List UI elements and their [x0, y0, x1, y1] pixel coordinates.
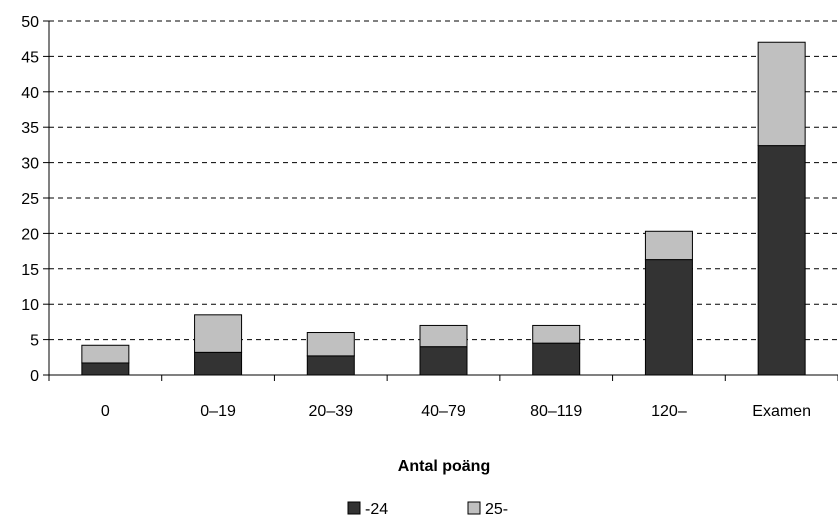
- y-tick-label: 0: [30, 368, 39, 385]
- bar-segment: [194, 314, 243, 353]
- bar-segment: [757, 145, 806, 376]
- legend-swatch: [467, 501, 481, 515]
- bars: [81, 41, 806, 376]
- y-tick-label: 35: [21, 120, 39, 137]
- x-axis-title: Antal poäng: [398, 458, 490, 475]
- bar-segment: [419, 346, 468, 376]
- legend-swatch: [347, 501, 361, 515]
- bar-segment: [644, 259, 693, 376]
- y-tick-label: 20: [21, 226, 39, 243]
- x-tick-label: 20–39: [309, 403, 354, 420]
- bar-segment: [81, 362, 130, 376]
- y-tick-label: 50: [21, 14, 39, 31]
- x-axis-ticks: 0 0–19 20–39 40–79 80–119 120– Examen: [48, 375, 838, 420]
- y-tick-label: 45: [21, 49, 39, 66]
- legend-label: -24: [365, 501, 388, 518]
- y-tick-label: 15: [21, 262, 39, 279]
- legend-label: 25-: [485, 501, 508, 518]
- y-tick-label: 10: [21, 297, 39, 314]
- x-tick-label: Examen: [752, 403, 811, 420]
- x-tick-label: 120–: [651, 403, 687, 420]
- x-tick-label: 80–119: [530, 403, 582, 420]
- y-tick-label: 40: [21, 85, 39, 102]
- y-tick-label: 30: [21, 156, 39, 173]
- bar-segment: [194, 351, 243, 376]
- y-tick-label: 5: [30, 333, 39, 350]
- bar-segment: [306, 355, 355, 376]
- bar-segment: [532, 342, 581, 376]
- bar-segment: [757, 41, 806, 147]
- gridlines: [49, 20, 838, 341]
- x-tick-label: 0–19: [200, 403, 236, 420]
- axes: [48, 21, 838, 376]
- y-tick-label: 25: [21, 191, 39, 208]
- bar-segment: [644, 230, 693, 261]
- bar-segment: [306, 332, 355, 357]
- bar-segment: [532, 324, 581, 344]
- y-axis-ticks: 0 5 10 15 20 25 30 35 40 45 50: [21, 14, 49, 385]
- bar-segment: [81, 344, 130, 364]
- legend: -24 25-: [347, 501, 508, 518]
- x-tick-label: 0: [101, 403, 110, 420]
- bar-segment: [419, 324, 468, 348]
- x-tick-label: 40–79: [421, 403, 466, 420]
